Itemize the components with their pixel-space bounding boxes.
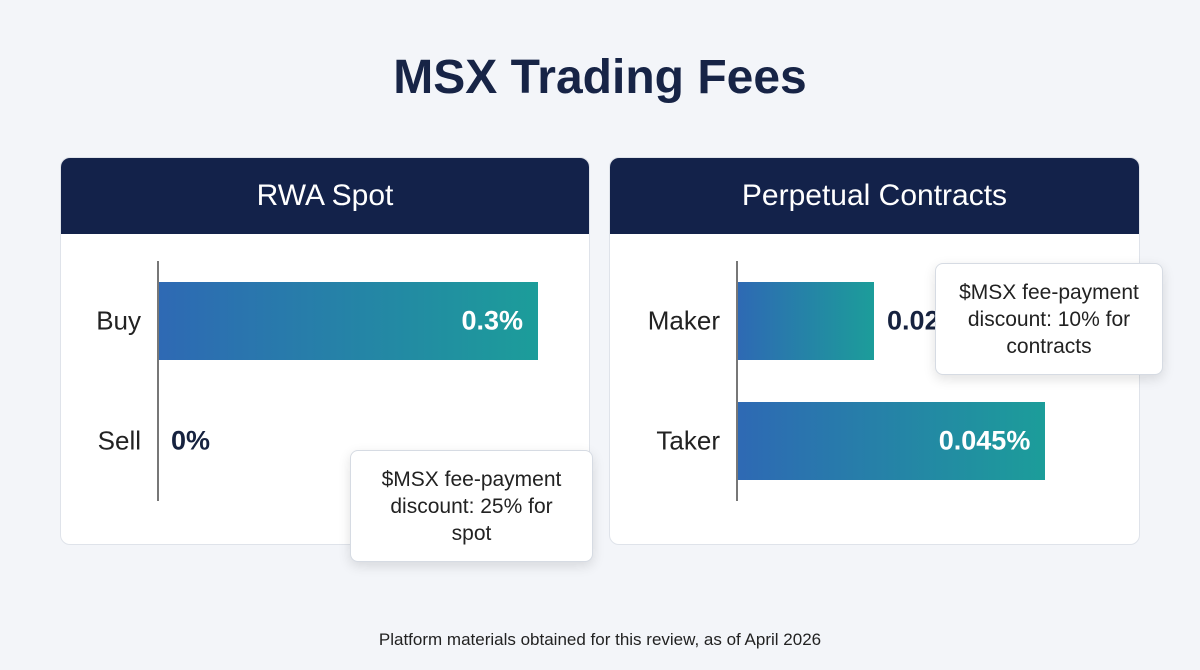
page-title: MSX Trading Fees: [393, 51, 807, 104]
category-label: Buy: [96, 305, 141, 336]
axis-line: [157, 261, 159, 501]
category-label: Sell: [97, 425, 141, 456]
bar: [737, 402, 1046, 480]
bar: [158, 282, 538, 360]
chart-panel: RWA Spot Buy 0.3% Sell 0%: [60, 157, 590, 545]
annotation: $MSX fee-payment discount: 10% for contr…: [935, 263, 1163, 375]
bar: [737, 282, 875, 360]
footer: Platform materials obtained for this rev…: [378, 630, 822, 649]
chart-title: RWA Spot: [61, 158, 589, 234]
annotation: $MSX fee-payment discount: 25% for spot: [350, 450, 593, 562]
category-label: Maker: [647, 305, 720, 336]
category-label: Taker: [656, 425, 720, 456]
axis-line: [736, 261, 738, 501]
chart-panel: Perpetual Contracts Maker 0.02% Taker 0.045%: [609, 157, 1140, 545]
value-label: 0.045%: [938, 425, 1031, 456]
chart-title: Perpetual Contracts: [610, 158, 1139, 234]
value-label: 0.3%: [461, 305, 523, 336]
value-label: 0%: [171, 425, 211, 456]
